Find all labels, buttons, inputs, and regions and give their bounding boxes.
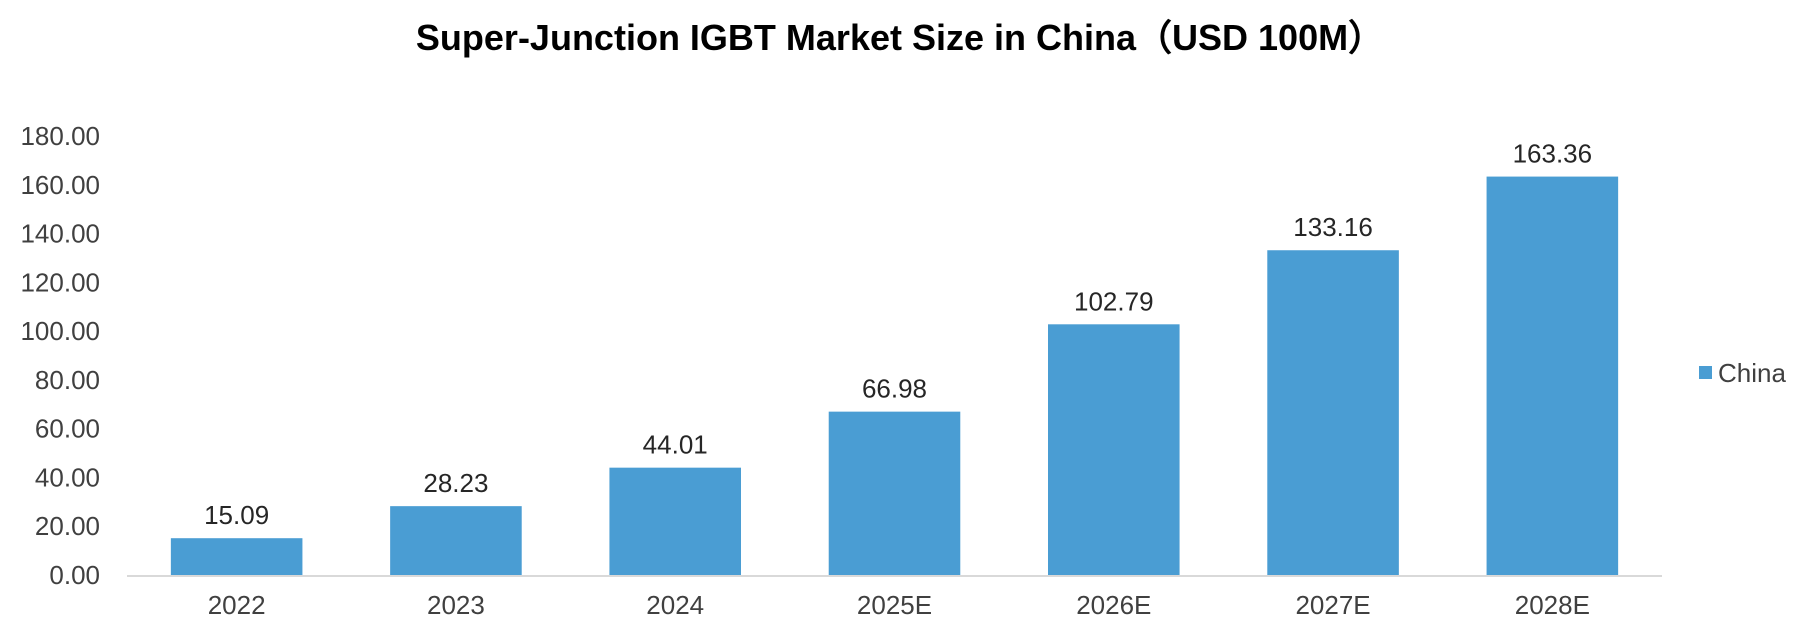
y-axis-ticks: 0.00 20.00 40.00 60.00 80.00 100.00 120.00 140.… — [20, 121, 100, 590]
bar-2025e — [828, 411, 961, 575]
data-label: 15.09 — [204, 500, 269, 530]
y-tick-label: 180.00 — [20, 121, 100, 151]
y-tick-label: 0.00 — [49, 560, 100, 590]
data-label: 28.23 — [423, 468, 488, 498]
y-tick-label: 60.00 — [35, 414, 100, 444]
x-tick-label: 2028E — [1515, 590, 1590, 620]
y-tick-label: 120.00 — [20, 267, 100, 297]
x-tick-label: 2025E — [857, 590, 932, 620]
data-label: 66.98 — [862, 374, 927, 404]
x-tick-label: 2026E — [1076, 590, 1151, 620]
bar-2023 — [390, 506, 522, 575]
y-tick-label: 100.00 — [20, 316, 100, 346]
legend-label-china: China — [1718, 358, 1786, 388]
data-label: 163.36 — [1513, 139, 1593, 169]
legend: China — [1699, 358, 1786, 388]
data-labels: 15.09 28.23 44.01 66.98 102.79 133.16 163.36 — [204, 139, 1592, 531]
legend-swatch-china — [1699, 366, 1712, 379]
x-axis-ticks: 2022 2023 2024 2025E 2026E 2027E 2028E — [208, 590, 1590, 620]
y-tick-label: 160.00 — [20, 170, 100, 200]
data-label: 102.79 — [1074, 286, 1154, 316]
bars — [170, 176, 1619, 575]
y-tick-label: 20.00 — [35, 511, 100, 541]
x-tick-label: 2027E — [1295, 590, 1370, 620]
y-tick-label: 80.00 — [35, 365, 100, 395]
x-tick-label: 2022 — [208, 590, 266, 620]
chart-title: Super-Junction IGBT Market Size in China… — [415, 17, 1385, 58]
bar-2026e — [1048, 324, 1180, 575]
y-tick-label: 140.00 — [20, 219, 100, 249]
bar-2028e — [1486, 176, 1619, 575]
data-label: 133.16 — [1293, 212, 1373, 242]
x-tick-label: 2024 — [646, 590, 704, 620]
data-label: 44.01 — [643, 430, 708, 460]
bar-2022 — [170, 538, 303, 575]
bar-2024 — [609, 467, 741, 575]
bar-2027e — [1267, 250, 1399, 575]
y-tick-label: 40.00 — [35, 462, 100, 492]
x-tick-label: 2023 — [427, 590, 485, 620]
